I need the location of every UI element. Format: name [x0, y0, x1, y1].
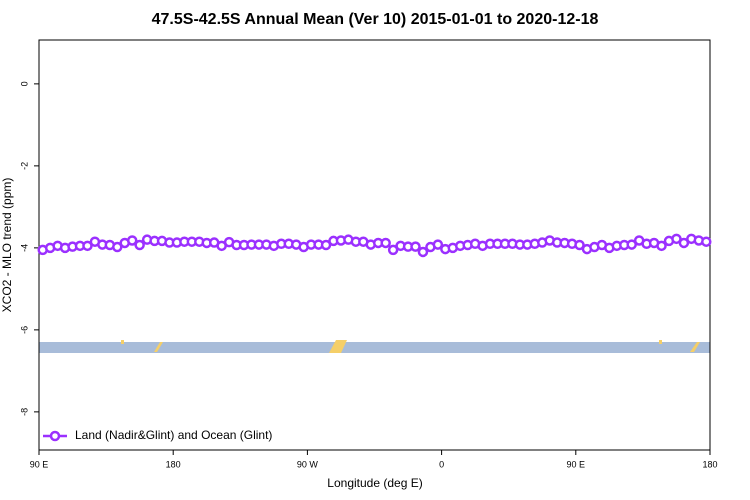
data-point: [134, 239, 145, 251]
data-point: [112, 241, 123, 253]
x-tick-label: 90 E: [567, 459, 586, 469]
land-marks: [121, 340, 700, 353]
x-tick-label: 90 W: [297, 459, 319, 469]
x-tick-label: 90 E: [30, 459, 49, 469]
data-point: [626, 239, 637, 250]
data-point: [574, 239, 585, 251]
y-tick-label: -2: [19, 162, 29, 170]
data-point: [432, 239, 444, 250]
data-point: [671, 233, 682, 245]
data-point: [701, 236, 712, 247]
x-axis-label: Longitude (deg E): [327, 476, 422, 490]
data-point: [126, 235, 138, 246]
data-point: [387, 244, 399, 256]
land-mark: [329, 340, 347, 353]
x-tick-label: 180: [702, 459, 717, 469]
chart-title: 47.5S-42.5S Annual Mean (Ver 10) 2015-01…: [152, 11, 599, 28]
y-tick-label: -6: [19, 326, 29, 334]
data-point: [82, 240, 93, 252]
data-point: [678, 237, 690, 249]
y-tick-label: 0: [19, 81, 29, 86]
land-mark: [121, 340, 124, 344]
data-point: [656, 240, 667, 252]
data-point: [417, 246, 429, 258]
data-point: [410, 241, 421, 252]
data-point: [320, 239, 332, 251]
y-axis-label: XCO2 - MLO trend (ppm): [0, 178, 14, 313]
y-tick-label: -4: [19, 244, 29, 252]
legend-marker: [49, 430, 61, 442]
ocean-band: [39, 342, 710, 353]
land-mark: [690, 342, 700, 352]
x-tick-label: 0: [439, 459, 444, 469]
y-tick-label: -8: [19, 408, 29, 416]
data-point: [380, 237, 391, 249]
land-mark: [659, 340, 662, 344]
land-mark: [154, 342, 163, 352]
x-tick-label: 180: [166, 459, 181, 469]
legend-label: Land (Nadir&Glint) and Ocean (Glint): [75, 428, 272, 442]
